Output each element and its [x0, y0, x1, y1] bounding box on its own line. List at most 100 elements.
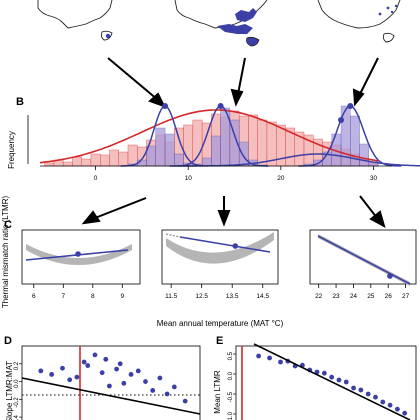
panel-c-xtick-label: 8 [91, 293, 95, 300]
panel-b-red-bar [62, 161, 73, 167]
d-point [106, 383, 112, 389]
panel-b-xtick-label: 0 [94, 175, 98, 182]
d-point [114, 366, 120, 372]
panel-d: D Slope LTMR:MAT 0.2 0.0 -0.2 -0.4 [4, 335, 201, 420]
panel-b-red-bar [192, 119, 203, 167]
panel-b-blue-bar [174, 153, 184, 167]
panel-b-peak-point [217, 103, 224, 109]
panel-b-red-bar [127, 144, 138, 167]
ytick-label: -0.2 [14, 397, 20, 408]
panel-c1-point [75, 251, 81, 257]
d-point [81, 359, 87, 365]
d-point [74, 374, 80, 380]
panel-b-blue-bar [164, 133, 175, 167]
panel-c3-frame [309, 229, 417, 285]
d-point [38, 368, 44, 374]
panel-b-blue-bar [238, 141, 249, 167]
e-point [402, 410, 408, 416]
panel-b-red-curve [39, 109, 379, 164]
ytick-label: -0.5 [228, 391, 234, 402]
e-point [373, 394, 378, 400]
ytick-label: 0.2 [14, 361, 20, 370]
panel-b-peak-point [338, 117, 345, 123]
e-point [387, 402, 393, 408]
panel-e-yticks: 0.5 0.0 -0.5 -1.0 [228, 351, 236, 420]
d-point [157, 375, 163, 381]
e-point [343, 379, 349, 385]
panel-b-peak-point [162, 103, 169, 109]
panel-d-fit-line [21, 377, 201, 415]
panel-b-red-bar [118, 151, 129, 167]
map-left [37, 0, 113, 41]
panel-b-ylabel: Frequency [7, 131, 16, 169]
panel-c1-frame [21, 229, 141, 285]
map-right [317, 0, 401, 43]
panel-b-red-bar [44, 162, 55, 167]
panel-b-red-bar [81, 158, 92, 167]
d-point [128, 372, 134, 377]
panel-b-red-bar [72, 156, 82, 167]
arrows-top [107, 57, 379, 108]
panel-d-ylabel: Slope LTMR:MAT [5, 361, 14, 420]
panel-c3-fit-line [317, 235, 411, 285]
panel-b-red-bar [109, 149, 119, 167]
e-point [394, 406, 400, 412]
d-point [60, 365, 65, 371]
e-point [329, 374, 335, 380]
panel-c-letter: C [4, 219, 12, 231]
d-point [143, 379, 148, 384]
panel-c-xtick-label: 27 [402, 293, 410, 300]
d-point [121, 380, 127, 386]
panel-b-red-bar [90, 153, 101, 167]
panel-c-xtick-label: 22 [315, 293, 323, 300]
e-point [256, 353, 262, 359]
panel-d-frame [21, 345, 201, 420]
d-point [117, 361, 123, 367]
d-point [85, 363, 91, 368]
panel-c-xtick-label: 13.5 [226, 293, 239, 300]
panel-e-ylabel: Mean LTMR [213, 370, 222, 414]
panel-c-xtick-label: 11.5 [165, 293, 178, 300]
panel-e: E Mean LTMR 0.5 0.0 -0.5 -1.0 [213, 335, 417, 420]
e-point [380, 399, 386, 405]
panel-d-yticks: 0.2 0.0 -0.2 -0.4 [14, 361, 22, 420]
panel-c-xtick-label: 9 [120, 293, 124, 300]
d-point [103, 356, 109, 362]
panel-c-xlabel: Mean annual temperature (MAT °C) [157, 319, 284, 328]
panel-e-letter: E [216, 335, 223, 347]
panel-c-xtick-label: 25 [367, 293, 375, 300]
panel-c2-point [232, 243, 239, 249]
e-point [358, 387, 364, 393]
panel-c-xtick-label: 7 [61, 293, 65, 300]
ytick-label: 0.5 [228, 351, 234, 360]
panel-d-points [38, 352, 188, 404]
panel-b: B Frequency 0 10 20 30 [7, 96, 420, 182]
panel-e-points [256, 353, 408, 416]
panel-b-red-bar [100, 154, 110, 167]
d-point [67, 377, 73, 383]
panel-b-xtick-label: 10 [185, 175, 193, 182]
map-middle [174, 0, 268, 47]
e-point [314, 369, 320, 375]
panel-e-frame [235, 345, 417, 420]
panel-b-red-bar [257, 119, 268, 167]
e-point [365, 391, 371, 397]
panel-b-blue-bar [359, 143, 370, 167]
d-point [99, 370, 105, 376]
panel-b-blue-bar [155, 127, 166, 167]
panel-c-xticks: 6 7 8 9 11.5 12.5 13.5 14.5 22 23 24 25 26 27 [32, 284, 410, 300]
panel-c-xtick-label: 12.5 [195, 293, 208, 300]
d-point [49, 372, 55, 377]
panel-d-letter: D [4, 335, 12, 347]
d-point [150, 388, 156, 393]
panel-c1-band [26, 244, 132, 265]
e-point [336, 377, 342, 383]
panel-c2-band [166, 232, 274, 264]
panel-c-ylabel: Thermal mismatch ratio (LTMR) [1, 196, 10, 309]
ytick-label: -0.4 [14, 414, 20, 420]
d-point [171, 384, 177, 390]
panel-b-xticks: 0 10 20 30 [94, 166, 377, 182]
e-point [321, 370, 327, 376]
panel-c-xtick-label: 14.5 [256, 293, 269, 300]
